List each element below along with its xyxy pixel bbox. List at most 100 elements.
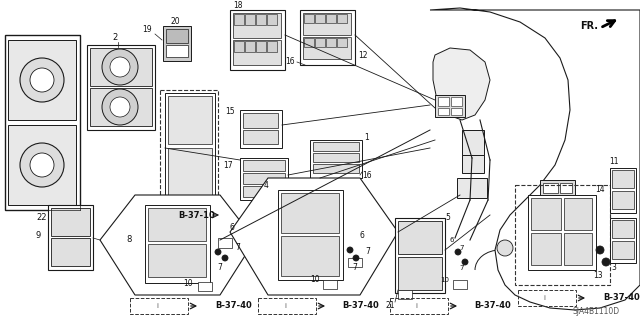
Bar	[304, 38, 314, 47]
Bar	[234, 41, 244, 52]
Bar	[313, 153, 359, 162]
Bar	[234, 14, 244, 25]
Bar	[8, 125, 76, 205]
Bar	[303, 13, 351, 35]
Text: 10: 10	[440, 277, 449, 283]
Bar	[240, 158, 288, 200]
Bar	[230, 10, 285, 70]
Polygon shape	[430, 8, 640, 310]
Circle shape	[462, 259, 468, 265]
Bar	[281, 236, 339, 276]
Circle shape	[215, 249, 221, 255]
Text: 10: 10	[310, 276, 320, 285]
Text: SJA4B1110D: SJA4B1110D	[573, 308, 620, 316]
Bar	[300, 10, 355, 65]
Circle shape	[30, 153, 54, 177]
Circle shape	[596, 246, 604, 254]
Bar	[160, 90, 218, 205]
Bar	[243, 186, 285, 197]
Bar	[87, 45, 155, 130]
Bar	[435, 95, 465, 117]
Circle shape	[455, 249, 461, 255]
Text: 14: 14	[595, 186, 605, 195]
Text: FR.: FR.	[580, 21, 598, 31]
Bar	[256, 41, 266, 52]
Bar	[315, 38, 325, 47]
Bar	[612, 241, 634, 259]
Bar	[267, 41, 277, 52]
Text: B-37-40: B-37-40	[474, 301, 511, 310]
Bar	[610, 218, 636, 263]
Text: B-37-40: B-37-40	[603, 293, 640, 302]
Bar	[166, 29, 188, 43]
Bar	[398, 221, 442, 254]
Bar	[148, 208, 206, 241]
Text: 6: 6	[230, 224, 234, 233]
Bar	[145, 205, 210, 283]
Text: 11: 11	[609, 158, 619, 167]
Text: 7: 7	[460, 245, 464, 251]
Text: 21: 21	[385, 300, 395, 309]
Bar	[531, 233, 561, 265]
Bar	[515, 185, 610, 285]
Text: 7: 7	[353, 263, 357, 272]
Circle shape	[347, 247, 353, 253]
Text: 20: 20	[170, 18, 180, 26]
Bar	[531, 198, 561, 230]
Text: 7: 7	[236, 243, 241, 253]
Bar	[543, 195, 558, 205]
Circle shape	[222, 255, 228, 261]
Bar	[337, 14, 347, 23]
Bar	[398, 257, 442, 290]
Polygon shape	[433, 48, 490, 120]
Bar	[233, 40, 281, 65]
Text: 18: 18	[233, 2, 243, 11]
Bar	[313, 142, 359, 151]
Bar	[166, 45, 188, 57]
Text: B-37-10: B-37-10	[178, 211, 215, 219]
Bar	[303, 37, 351, 59]
Bar	[560, 195, 572, 205]
Text: i: i	[284, 303, 286, 309]
Text: 3: 3	[612, 263, 616, 272]
Text: 8: 8	[127, 235, 132, 244]
Text: 16: 16	[362, 170, 372, 180]
Bar	[612, 170, 634, 188]
Bar	[560, 183, 572, 193]
Bar	[564, 233, 592, 265]
Bar	[165, 93, 215, 200]
Bar	[438, 108, 449, 115]
Circle shape	[602, 258, 610, 266]
Bar	[451, 108, 462, 115]
Bar	[130, 298, 188, 314]
Bar	[612, 220, 634, 238]
Text: i: i	[156, 303, 158, 309]
Bar	[281, 193, 339, 233]
Bar	[148, 244, 206, 277]
Bar	[51, 208, 90, 236]
Text: 7: 7	[218, 263, 223, 272]
Text: 4: 4	[263, 181, 268, 189]
Bar	[395, 218, 445, 293]
Circle shape	[30, 68, 54, 92]
Bar	[243, 160, 285, 171]
Bar	[168, 148, 212, 196]
Circle shape	[497, 240, 513, 256]
Bar	[398, 290, 412, 299]
Circle shape	[102, 89, 138, 125]
Text: 1: 1	[365, 133, 369, 143]
Bar	[313, 164, 359, 173]
Polygon shape	[100, 195, 255, 295]
Text: i: i	[543, 295, 545, 301]
Bar	[8, 40, 76, 120]
Bar	[240, 110, 282, 148]
Polygon shape	[230, 178, 398, 295]
Bar	[390, 298, 448, 314]
Bar	[198, 282, 212, 291]
Text: 17: 17	[223, 160, 233, 169]
Bar	[315, 14, 325, 23]
Bar	[233, 13, 281, 38]
Bar	[462, 130, 484, 155]
Bar	[243, 173, 285, 184]
Bar	[5, 35, 80, 210]
